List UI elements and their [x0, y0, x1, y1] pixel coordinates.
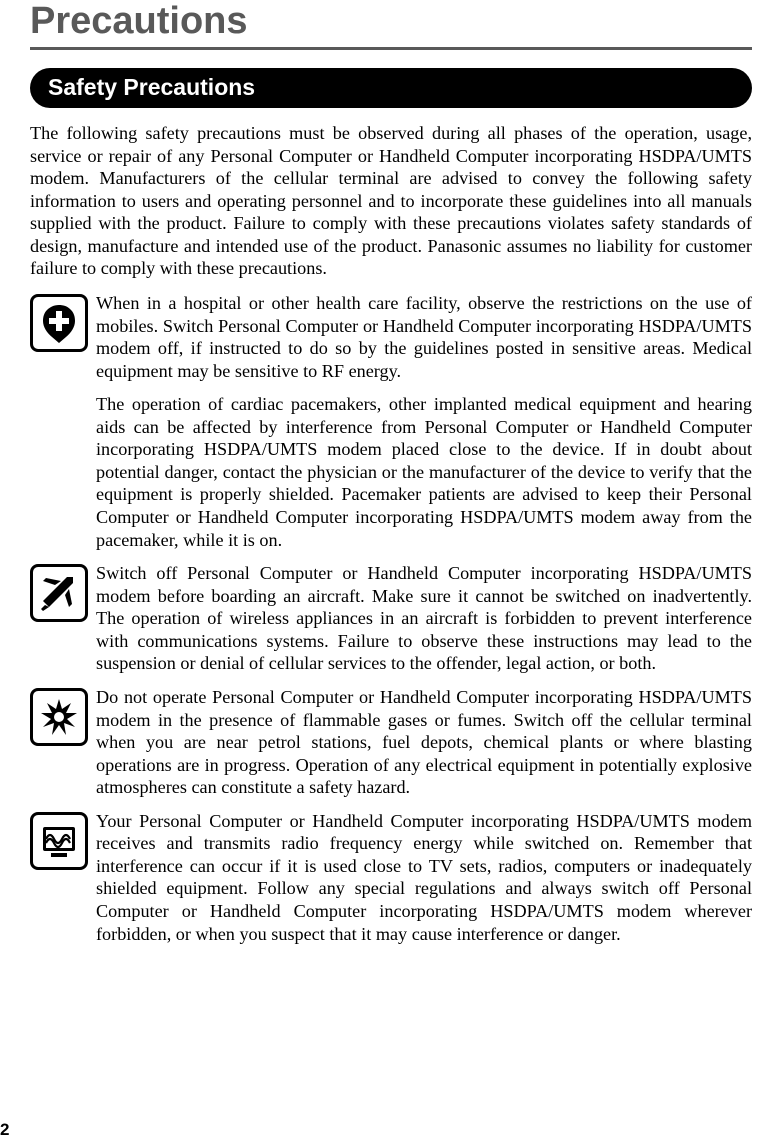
precaution-text-hospital: When in a hospital or other health care …: [96, 292, 752, 382]
precaution-text-aircraft: Switch off Personal Computer or Handheld…: [96, 562, 752, 675]
precaution-text-pacemaker: The operation of cardiac pacemakers, oth…: [96, 393, 752, 551]
explosion-icon: [30, 688, 88, 746]
precaution-item-flammable: Do not operate Personal Computer or Hand…: [30, 686, 752, 799]
airplane-icon: [30, 564, 88, 622]
precaution-item-interference: Your Personal Computer or Handheld Compu…: [30, 810, 752, 945]
page: Precautions Safety Precautions The follo…: [0, 0, 774, 1142]
precaution-item-hospital: When in a hospital or other health care …: [30, 292, 752, 382]
precaution-text-interference: Your Personal Computer or Handheld Compu…: [96, 810, 752, 945]
section-heading: Safety Precautions: [30, 68, 752, 108]
precaution-text-flammable: Do not operate Personal Computer or Hand…: [96, 686, 752, 799]
medical-cross-icon: [30, 294, 88, 352]
page-title: Precautions: [30, 0, 752, 43]
title-rule: [30, 47, 752, 50]
icon-cell: [30, 686, 96, 746]
icon-cell-empty: [30, 393, 96, 394]
page-number: 2: [0, 1120, 9, 1140]
icon-cell: [30, 810, 96, 870]
icon-cell: [30, 562, 96, 622]
interference-icon: [30, 812, 88, 870]
icon-cell: [30, 292, 96, 352]
intro-paragraph: The following safety precautions must be…: [30, 122, 752, 280]
precaution-item-pacemaker: The operation of cardiac pacemakers, oth…: [30, 393, 752, 551]
precaution-item-aircraft: Switch off Personal Computer or Handheld…: [30, 562, 752, 675]
